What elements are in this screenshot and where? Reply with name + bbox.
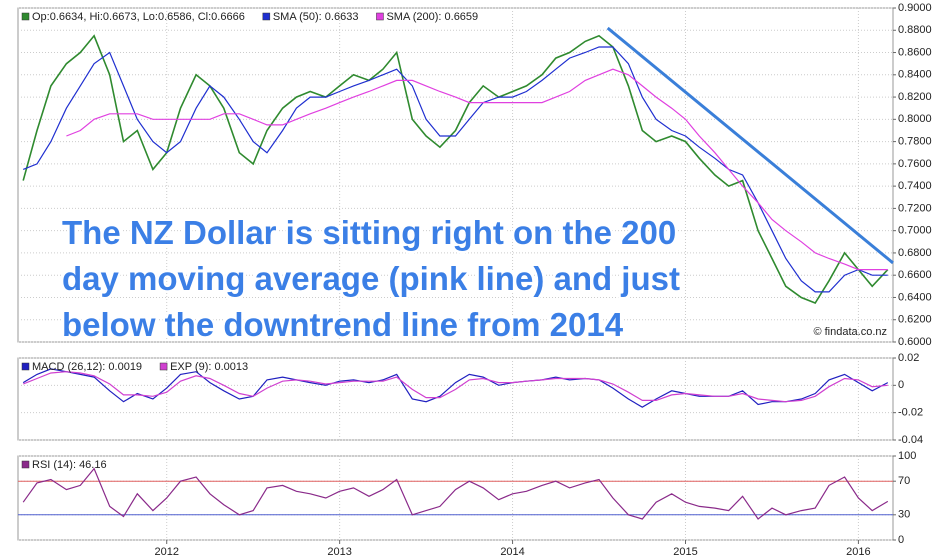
legend-swatch: [262, 12, 271, 21]
x-tick-label: 2013: [327, 546, 351, 558]
y-tick-label: 0.7000: [898, 225, 932, 237]
legend-swatch: [21, 460, 30, 469]
y-tick-label: 0.7400: [898, 180, 932, 192]
legend-swatch: [376, 12, 384, 21]
legend-swatch: [159, 362, 168, 371]
y-tick-label: 0.8400: [898, 69, 932, 81]
annotation: below the downtrend line from 2014: [62, 306, 624, 343]
y-tick-label: 0.7800: [898, 136, 932, 148]
legend-label: SMA (50): 0.6633: [273, 11, 359, 23]
legend-label: Op:0.6634, Hi:0.6673, Lo:0.6586, Cl:0.66…: [32, 11, 245, 23]
y-tick-label: 0: [898, 534, 904, 546]
y-tick-label: 0.9000: [898, 2, 932, 14]
y-tick-label: 0.7600: [898, 158, 932, 170]
x-tick-label: 2012: [154, 546, 178, 558]
panel: [17, 455, 894, 541]
y-tick-label: 0.6600: [898, 269, 932, 281]
trend-line: [606, 26, 894, 265]
y-tick-label: 0.6800: [898, 247, 932, 259]
y-tick-label: 0.02: [898, 352, 919, 364]
y-tick-label: -0.04: [898, 434, 923, 446]
legend-label: MACD (26,12): 0.0019: [32, 361, 142, 373]
series-line: [22, 46, 888, 293]
annotation: day moving average (pink line) and just: [62, 260, 680, 297]
legend-label: RSI (14): 46.16: [32, 459, 107, 471]
legend-swatch: [21, 12, 30, 21]
series-line: [22, 371, 888, 403]
legend-label: SMA (200): 0.6659: [386, 11, 478, 23]
series-line: [22, 467, 889, 520]
annotation: The NZ Dollar is sitting right on the 20…: [62, 214, 676, 251]
legend-label: EXP (9): 0.0013: [170, 361, 248, 373]
y-tick-label: 0.8200: [898, 91, 932, 103]
y-tick-label: 30: [898, 509, 910, 521]
panel: [17, 357, 894, 441]
y-tick-label: 100: [898, 450, 916, 462]
y-tick-label: 0.6400: [898, 291, 932, 303]
x-tick-label: 2016: [846, 546, 870, 558]
y-tick-label: 0.8000: [898, 113, 932, 125]
x-tick-label: 2015: [673, 546, 697, 558]
y-tick-label: 0.6000: [898, 336, 932, 348]
y-tick-label: -0.02: [898, 407, 923, 419]
y-tick-label: 0.6200: [898, 314, 932, 326]
legend-swatch: [21, 362, 30, 371]
y-tick-label: 0: [898, 379, 904, 391]
series-line: [22, 368, 889, 408]
y-tick-label: 0.7200: [898, 202, 932, 214]
y-tick-label: 0.8600: [898, 46, 932, 58]
y-tick-label: 70: [898, 475, 910, 487]
panel: [17, 7, 894, 343]
x-tick-label: 2014: [500, 546, 524, 558]
series-line: [66, 68, 888, 271]
y-tick-label: 0.8800: [898, 24, 932, 36]
watermark: © findata.co.nz: [813, 326, 887, 338]
